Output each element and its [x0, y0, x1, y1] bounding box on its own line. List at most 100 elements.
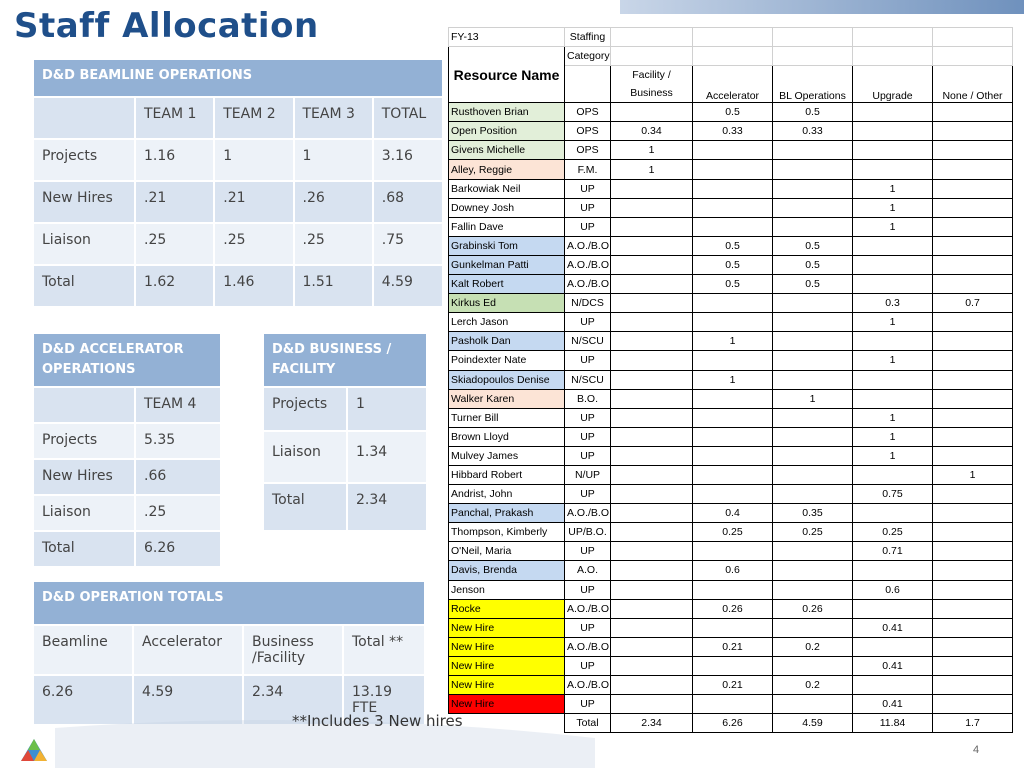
row-label: Total [34, 531, 136, 568]
staffing-category: UP [564, 617, 611, 638]
allocation-cell [610, 636, 693, 657]
column-header: TEAM 1 [135, 97, 216, 140]
allocation-cell [932, 312, 1013, 333]
allocation-cell [610, 293, 693, 314]
column-header [34, 97, 136, 140]
allocation-cell [610, 445, 693, 466]
table-cell: 3.16 [372, 139, 445, 182]
allocation-cell [692, 426, 773, 447]
column-header-upgrade: Upgrade [852, 65, 933, 104]
resource-name: New Hire [448, 694, 565, 715]
business-header: D&D BUSINESS / FACILITY [264, 334, 428, 388]
category-label: Category [564, 46, 611, 67]
resource-name: Lerch Jason [448, 312, 565, 333]
allocation-cell [852, 331, 933, 352]
page-number: 4 [973, 744, 980, 756]
allocation-cell [932, 254, 1013, 276]
column-header [34, 387, 136, 424]
allocation-cell: 1 [852, 350, 933, 371]
allocation-cell [692, 617, 773, 638]
row-label: New Hires [34, 459, 136, 496]
allocation-cell [932, 369, 1013, 390]
staffing-category: N/SCU [564, 369, 611, 390]
allocation-cell [932, 617, 1013, 638]
row-label: Liaison [34, 223, 136, 266]
staffing-category: N/SCU [564, 331, 611, 352]
allocation-cell [610, 312, 693, 333]
allocation-cell [610, 235, 693, 256]
allocation-cell [692, 484, 773, 505]
allocation-cell [692, 541, 773, 562]
beamline-operations-table: D&D BEAMLINE OPERATIONS TEAM 1 TEAM 2 TE… [34, 60, 445, 308]
staffing-category: A.O./B.O [564, 598, 611, 619]
column-header: Accelerator [133, 625, 244, 676]
allocation-cell [772, 617, 853, 638]
allocation-cell: 0.5 [772, 102, 853, 123]
table-row: Liaison .25 .25 .25 .75 [34, 223, 445, 266]
staffing-category: A.O. [564, 560, 611, 581]
resource-name: Rocke [448, 598, 565, 619]
table-cell: 4.59 [372, 265, 445, 308]
table-cell: .25 [214, 223, 295, 266]
resource-name: Kalt Robert [448, 274, 565, 295]
staffing-category: UP [564, 350, 611, 371]
row-label: Projects [264, 387, 348, 432]
table-cell: 1 [293, 139, 374, 182]
resource-name: New Hire [448, 617, 565, 638]
staffing-category: A.O./B.O [564, 636, 611, 657]
staffing-label: Staffing [564, 26, 611, 48]
allocation-cell [692, 694, 773, 715]
row-label: Projects [34, 139, 136, 182]
allocation-cell [772, 178, 853, 199]
allocation-cell: 0.21 [692, 674, 773, 696]
allocation-cell [692, 178, 773, 199]
allocation-cell: 0.5 [772, 235, 853, 256]
allocation-cell: 0.5 [772, 274, 853, 295]
allocation-cell [692, 388, 773, 409]
resource-row: Hibbard Robert N/UP 1 [448, 464, 1013, 486]
resource-name: New Hire [448, 655, 565, 677]
allocation-cell [932, 426, 1013, 447]
allocation-cell [932, 636, 1013, 657]
allocation-cell [610, 216, 693, 237]
resource-name: New Hire [448, 674, 565, 696]
allocation-cell [610, 274, 693, 295]
resource-row: Poindexter Nate UP 1 [448, 350, 1013, 371]
allocation-cell: 0.33 [772, 121, 853, 142]
allocation-cell: 0.41 [852, 617, 933, 638]
allocation-cell [692, 216, 773, 237]
row-label: Total [34, 265, 136, 308]
allocation-cell [852, 121, 933, 142]
staffing-category: UP [564, 426, 611, 447]
allocation-cell: 1 [692, 369, 773, 390]
allocation-cell [932, 388, 1013, 409]
allocation-cell [772, 407, 853, 428]
allocation-cell [932, 331, 1013, 352]
resource-name: Turner Bill [448, 407, 565, 428]
allocation-cell [852, 254, 933, 276]
resource-name: Givens Michelle [448, 140, 565, 161]
resource-name: Rusthoven Brian [448, 102, 565, 123]
allocation-cell [610, 197, 693, 218]
allocation-cell [610, 503, 693, 524]
table-cell: 2.34 [243, 675, 344, 726]
allocation-cell [772, 369, 853, 390]
table-cell: .21 [214, 181, 295, 224]
footnote: **Includes 3 New hires [292, 712, 463, 730]
allocation-cell [852, 140, 933, 161]
staffing-category: UP [564, 312, 611, 333]
allocation-cell [692, 407, 773, 428]
allocation-cell: 0.25 [852, 522, 933, 543]
staffing-category: A.O./B.O [564, 274, 611, 295]
allocation-cell [610, 388, 693, 409]
staffing-category: B.O. [564, 388, 611, 409]
allocation-cell [772, 197, 853, 218]
allocation-cell [852, 369, 933, 390]
resource-row: New Hire UP 0.41 [448, 617, 1013, 638]
table-cell: 1.46 [214, 265, 295, 308]
allocation-cell [772, 445, 853, 466]
table-cell: 4.59 [133, 675, 244, 726]
table-cell: 13.19 FTE [343, 675, 426, 726]
allocation-cell [932, 694, 1013, 715]
allocation-cell: 1 [610, 140, 693, 161]
